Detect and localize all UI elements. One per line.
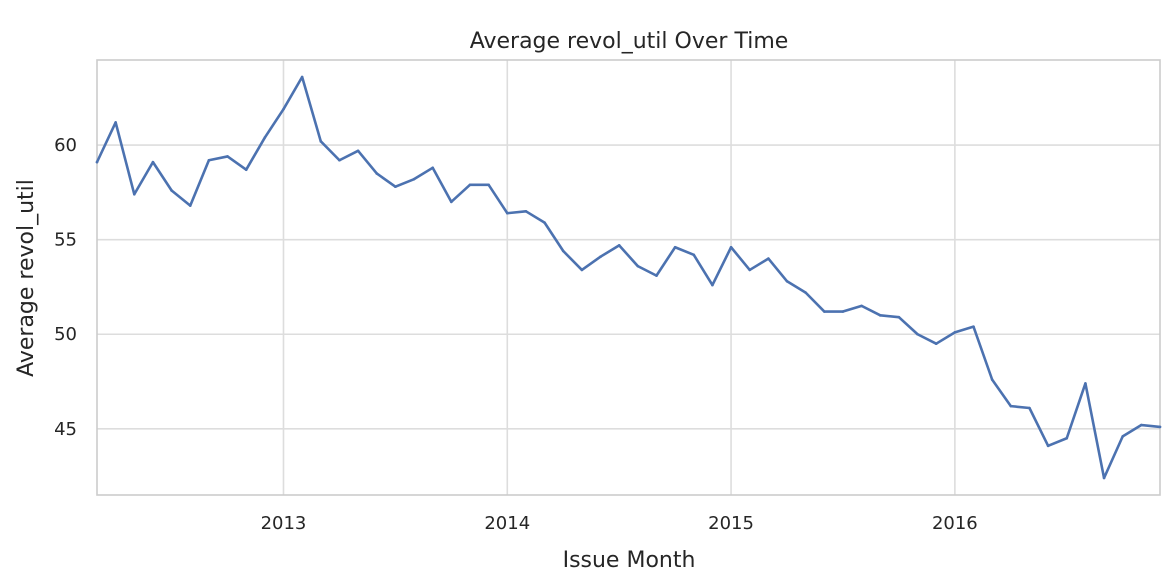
x-tick-label: 2014 — [484, 513, 530, 534]
data-point — [133, 192, 136, 196]
data-point — [1046, 444, 1050, 448]
data-point — [599, 255, 602, 258]
data-point — [468, 183, 472, 187]
data-point — [319, 140, 323, 143]
data-point — [263, 136, 267, 139]
data-point — [729, 245, 733, 249]
data-point — [505, 211, 509, 215]
chart-title: Average revol_util Over Time — [470, 29, 789, 54]
data-point — [114, 121, 117, 124]
data-point — [170, 189, 173, 192]
data-point — [244, 168, 248, 171]
data-point — [767, 257, 770, 260]
data-point — [450, 200, 453, 204]
data-point — [1084, 382, 1087, 385]
x-tick-label: 2016 — [932, 513, 978, 534]
data-point — [207, 158, 211, 162]
data-point — [487, 183, 490, 187]
data-point — [356, 149, 360, 153]
data-point — [878, 314, 882, 317]
data-point — [748, 268, 752, 272]
y-tick-label: 55 — [54, 230, 77, 251]
series-line — [95, 75, 1162, 480]
data-point — [338, 158, 341, 162]
data-point — [823, 310, 826, 313]
data-point — [1028, 406, 1031, 410]
data-point — [636, 264, 640, 268]
y-tick-label: 60 — [54, 135, 77, 156]
data-point — [655, 274, 658, 277]
x-tick-label: 2015 — [708, 513, 754, 534]
data-point — [580, 268, 584, 272]
data-point — [226, 155, 229, 158]
gridlines — [97, 60, 1160, 495]
data-point — [95, 160, 99, 164]
x-tick-label: 2013 — [261, 513, 307, 534]
y-axis-label: Average revol_util — [14, 179, 39, 377]
y-tick-label: 50 — [54, 324, 77, 345]
data-point — [692, 253, 696, 257]
data-point — [916, 332, 919, 336]
data-point — [785, 279, 789, 283]
data-point — [1102, 476, 1106, 480]
y-tick-label: 45 — [54, 419, 77, 440]
data-point — [300, 75, 304, 79]
data-point — [804, 291, 807, 294]
data-point — [412, 177, 416, 181]
data-point — [151, 160, 155, 164]
data-point — [711, 283, 714, 287]
data-point — [953, 331, 957, 334]
data-point — [1140, 423, 1143, 427]
data-point — [673, 245, 677, 249]
data-point — [1158, 425, 1162, 429]
data-point — [394, 185, 397, 189]
data-point — [524, 210, 528, 213]
data-point — [431, 166, 434, 170]
data-point — [282, 107, 285, 111]
data-point — [841, 310, 845, 313]
plot-frame — [96, 59, 1161, 496]
data-point — [897, 315, 901, 319]
data-point — [1009, 404, 1013, 408]
data-point — [617, 244, 621, 247]
x-axis-label: Issue Month — [563, 548, 696, 573]
data-point — [375, 172, 379, 175]
tick-labels: 2013 2014 2015 2016 45 50 55 60 — [54, 135, 978, 534]
data-point — [972, 325, 975, 328]
data-point — [860, 304, 863, 308]
data-point — [188, 204, 192, 207]
series-layer — [95, 75, 1162, 480]
data-point — [1065, 436, 1069, 440]
data-point — [1121, 435, 1124, 438]
data-point — [543, 221, 546, 224]
data-point — [990, 378, 994, 381]
data-point — [561, 249, 565, 253]
data-point — [934, 342, 938, 346]
